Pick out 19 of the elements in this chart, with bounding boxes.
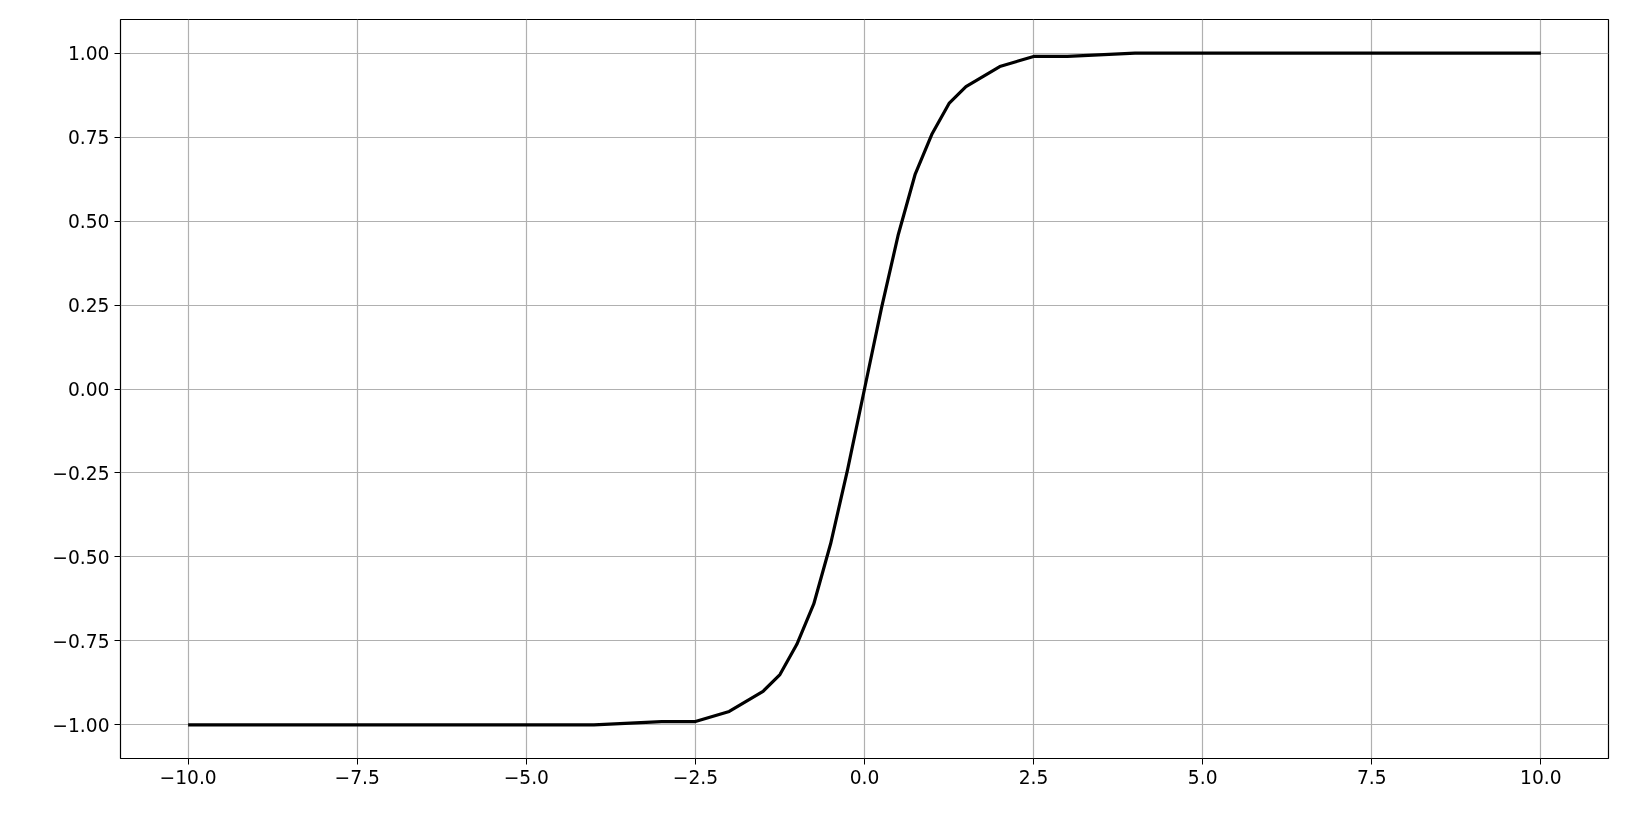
y-tick-label: 0.25 bbox=[67, 295, 110, 317]
x-tick-label: −5.0 bbox=[503, 766, 549, 788]
y-tick-label: −0.25 bbox=[52, 462, 110, 484]
y-tick-label: −0.75 bbox=[52, 630, 110, 652]
x-tick-label: −7.5 bbox=[334, 766, 380, 788]
y-tick-label: −1.00 bbox=[52, 714, 110, 736]
y-tick-label: −0.50 bbox=[52, 546, 110, 568]
x-tick-label: −2.5 bbox=[672, 766, 719, 788]
x-tick-label: 5.0 bbox=[1187, 766, 1218, 788]
y-tick-label: 1.00 bbox=[67, 43, 110, 65]
y-tick-label: 0.75 bbox=[67, 127, 110, 149]
x-tick-label: −10.0 bbox=[159, 766, 217, 788]
x-tick-label: 0.0 bbox=[849, 766, 880, 788]
x-tick-label: 2.5 bbox=[1018, 766, 1049, 788]
y-tick-label: 0.50 bbox=[67, 211, 110, 233]
y-tick-label: 0.00 bbox=[67, 379, 110, 400]
x-tick-label: 10.0 bbox=[1520, 766, 1562, 788]
x-tick-label: 7.5 bbox=[1356, 766, 1387, 788]
line-series bbox=[186, 51, 1543, 727]
